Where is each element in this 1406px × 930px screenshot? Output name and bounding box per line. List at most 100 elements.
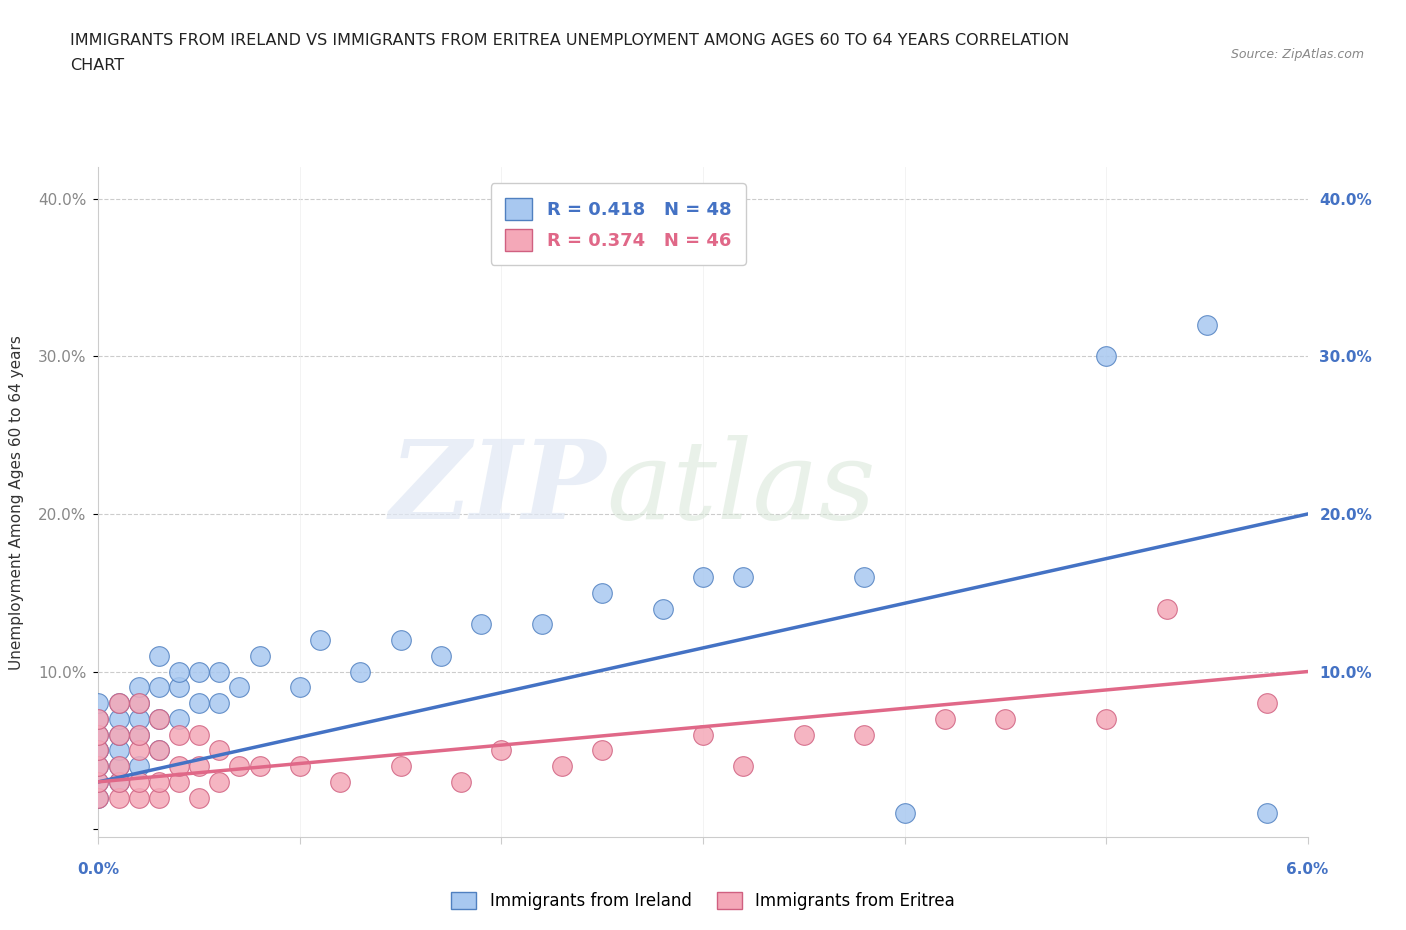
Point bbox=[491, 743, 513, 758]
Text: IMMIGRANTS FROM IRELAND VS IMMIGRANTS FROM ERITREA UNEMPLOYMENT AMONG AGES 60 TO: IMMIGRANTS FROM IRELAND VS IMMIGRANTS FR… bbox=[70, 33, 1070, 47]
Point bbox=[530, 617, 553, 631]
Point bbox=[208, 743, 231, 758]
Point bbox=[128, 790, 150, 805]
Text: Source: ZipAtlas.com: Source: ZipAtlas.com bbox=[1230, 48, 1364, 61]
Point bbox=[87, 759, 110, 774]
Point bbox=[1256, 696, 1278, 711]
Point bbox=[128, 696, 150, 711]
Point bbox=[733, 759, 755, 774]
Point bbox=[167, 727, 190, 742]
Text: CHART: CHART bbox=[70, 58, 124, 73]
Point bbox=[128, 743, 150, 758]
Point bbox=[107, 790, 129, 805]
Point bbox=[1095, 711, 1118, 726]
Point bbox=[389, 632, 412, 647]
Point bbox=[651, 601, 673, 616]
Point bbox=[107, 696, 129, 711]
Point bbox=[107, 775, 129, 790]
Point bbox=[87, 759, 110, 774]
Point bbox=[208, 664, 231, 679]
Point bbox=[692, 569, 714, 584]
Point bbox=[329, 775, 352, 790]
Point bbox=[128, 696, 150, 711]
Point bbox=[349, 664, 371, 679]
Point bbox=[128, 775, 150, 790]
Legend: R = 0.418   N = 48, R = 0.374   N = 46: R = 0.418 N = 48, R = 0.374 N = 46 bbox=[491, 183, 745, 265]
Point bbox=[148, 775, 170, 790]
Point bbox=[148, 743, 170, 758]
Point bbox=[733, 569, 755, 584]
Point bbox=[389, 759, 412, 774]
Point bbox=[87, 711, 110, 726]
Point bbox=[128, 759, 150, 774]
Point bbox=[228, 680, 250, 695]
Point bbox=[934, 711, 956, 726]
Point bbox=[128, 727, 150, 742]
Point bbox=[793, 727, 815, 742]
Point bbox=[87, 790, 110, 805]
Point bbox=[167, 711, 190, 726]
Point bbox=[107, 743, 129, 758]
Point bbox=[188, 790, 211, 805]
Point bbox=[188, 696, 211, 711]
Point bbox=[288, 680, 311, 695]
Legend: Immigrants from Ireland, Immigrants from Eritrea: Immigrants from Ireland, Immigrants from… bbox=[444, 885, 962, 917]
Point bbox=[551, 759, 574, 774]
Point bbox=[87, 727, 110, 742]
Point bbox=[107, 727, 129, 742]
Point bbox=[107, 759, 129, 774]
Point bbox=[1256, 806, 1278, 821]
Point bbox=[87, 743, 110, 758]
Point bbox=[994, 711, 1017, 726]
Point bbox=[87, 743, 110, 758]
Point bbox=[208, 696, 231, 711]
Point bbox=[188, 759, 211, 774]
Point bbox=[853, 569, 876, 584]
Point bbox=[591, 585, 613, 600]
Point bbox=[893, 806, 915, 821]
Point bbox=[167, 775, 190, 790]
Point bbox=[692, 727, 714, 742]
Point bbox=[1195, 317, 1218, 332]
Point bbox=[87, 711, 110, 726]
Point bbox=[167, 680, 190, 695]
Point bbox=[148, 648, 170, 663]
Point bbox=[87, 727, 110, 742]
Point bbox=[87, 743, 110, 758]
Point bbox=[470, 617, 492, 631]
Point bbox=[188, 727, 211, 742]
Point bbox=[87, 696, 110, 711]
Point bbox=[107, 759, 129, 774]
Point bbox=[107, 727, 129, 742]
Point bbox=[107, 775, 129, 790]
Point bbox=[1095, 349, 1118, 364]
Point bbox=[167, 664, 190, 679]
Point bbox=[107, 696, 129, 711]
Point bbox=[450, 775, 472, 790]
Point bbox=[591, 743, 613, 758]
Point bbox=[1156, 601, 1178, 616]
Point bbox=[128, 711, 150, 726]
Text: atlas: atlas bbox=[606, 435, 876, 542]
Point bbox=[249, 648, 271, 663]
Point bbox=[228, 759, 250, 774]
Point bbox=[107, 711, 129, 726]
Point bbox=[128, 727, 150, 742]
Point bbox=[167, 759, 190, 774]
Point bbox=[87, 775, 110, 790]
Point bbox=[148, 743, 170, 758]
Point bbox=[853, 727, 876, 742]
Point bbox=[148, 790, 170, 805]
Point bbox=[87, 790, 110, 805]
Point bbox=[309, 632, 332, 647]
Point bbox=[288, 759, 311, 774]
Text: ZIP: ZIP bbox=[389, 435, 606, 542]
Point bbox=[249, 759, 271, 774]
Point bbox=[128, 680, 150, 695]
Point bbox=[208, 775, 231, 790]
Point bbox=[430, 648, 453, 663]
Point bbox=[87, 775, 110, 790]
Text: 0.0%: 0.0% bbox=[77, 862, 120, 877]
Point bbox=[148, 711, 170, 726]
Text: 6.0%: 6.0% bbox=[1286, 862, 1329, 877]
